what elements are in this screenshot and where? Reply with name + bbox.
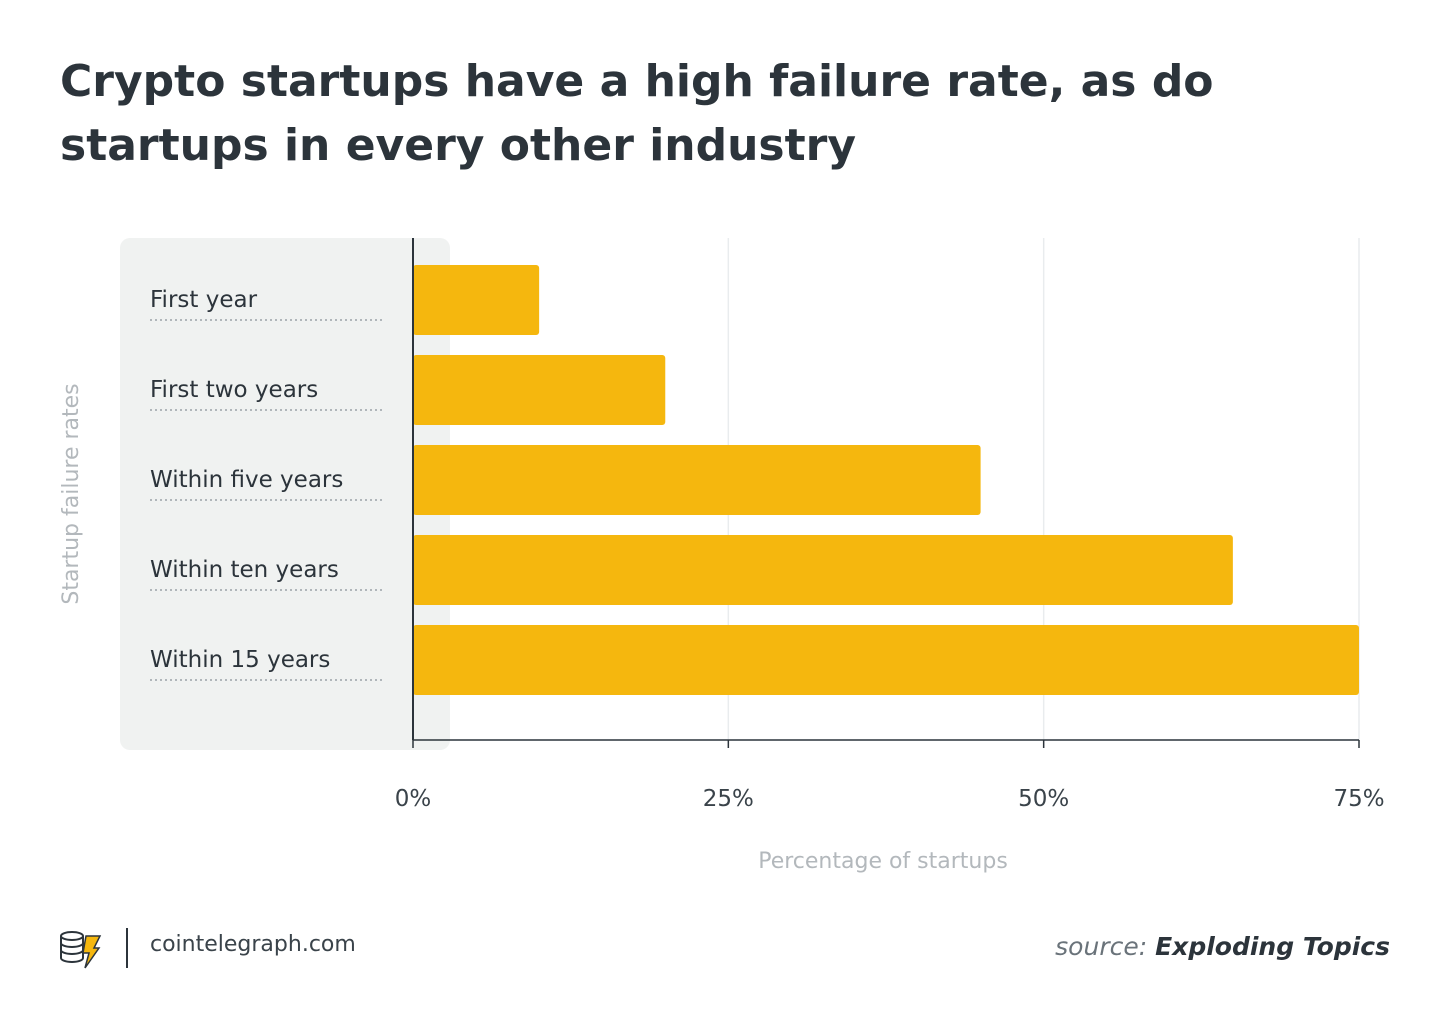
category-label: Within 15 years [150, 647, 330, 673]
category-label: First year [150, 287, 258, 313]
y-axis-title: Startup failure rates [59, 383, 84, 604]
footer-source: source: Exploding Topics [1055, 932, 1390, 961]
cointelegraph-logo-icon [58, 928, 102, 970]
source-prefix: source: [1055, 932, 1148, 961]
source-name: Exploding Topics [1155, 932, 1390, 961]
bar [413, 625, 1359, 695]
x-tick-label: 50% [1018, 786, 1069, 812]
x-axis-title: Percentage of startups [758, 849, 1008, 874]
chart-title: Crypto startups have a high failure rate… [60, 56, 1214, 171]
x-tick-label: 75% [1333, 786, 1384, 812]
category-label: First two years [150, 377, 318, 403]
category-label: Within five years [150, 467, 343, 493]
bar [413, 535, 1233, 605]
category-panel [120, 238, 450, 750]
bars [413, 265, 1359, 695]
category-labels: First year First two years Within five yea… [150, 287, 385, 681]
footer-divider [126, 928, 128, 968]
bar [413, 265, 540, 335]
bar [413, 445, 981, 515]
x-ticks: 0% 25% 50% 75% [395, 740, 1385, 812]
footer-site-link[interactable]: cointelegraph.com [150, 932, 356, 957]
category-label: Within ten years [150, 557, 339, 583]
x-tick-label: 0% [395, 786, 432, 812]
x-tick-label: 25% [703, 786, 754, 812]
bar [413, 355, 666, 425]
